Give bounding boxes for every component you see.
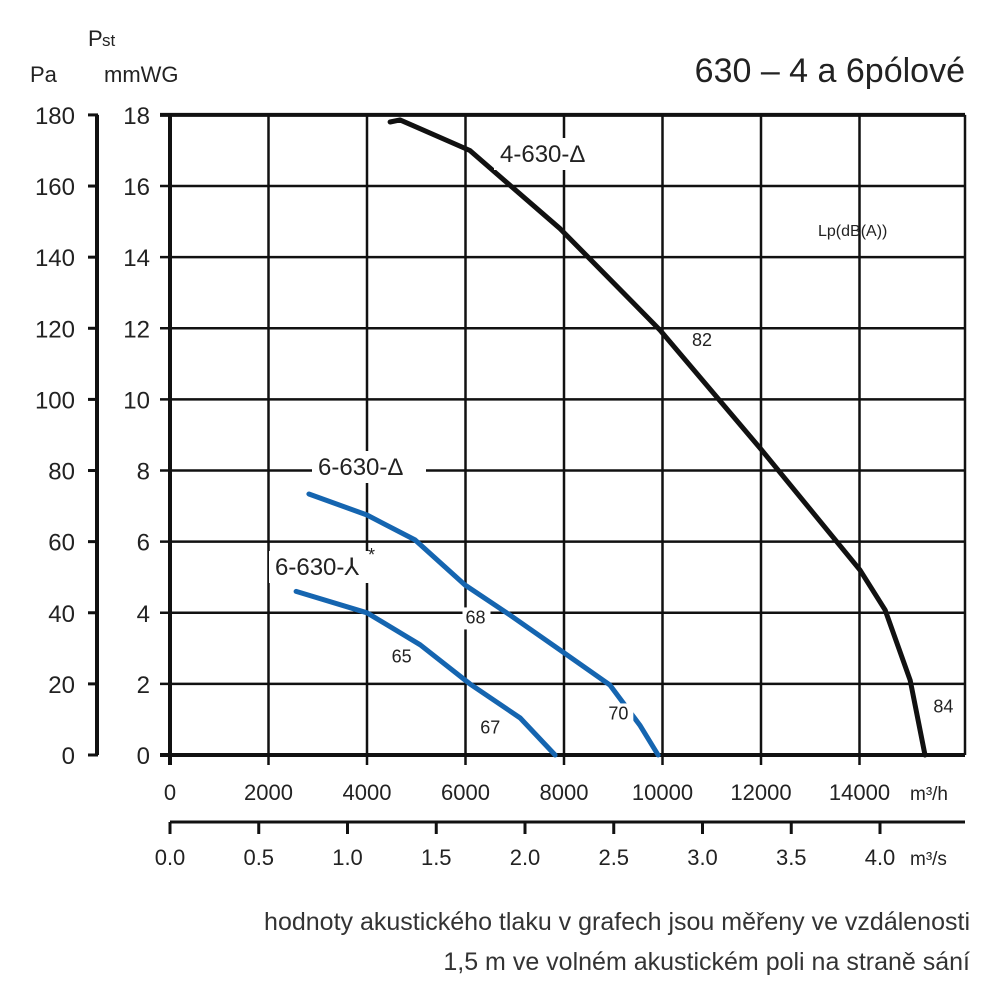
footnote-line-1: hodnoty akustického tlaku v grafech jsou… [264, 908, 970, 936]
series-line-2 [293, 588, 558, 758]
x-tick-m3s: 2.5 [598, 845, 629, 870]
y-tick-mmwg: 8 [137, 459, 150, 486]
footnote-line-2: 1,5 m ve volném akustickém poli na stran… [443, 948, 970, 976]
y-tick-pa: 140 [35, 245, 75, 272]
series-label-bg [312, 451, 426, 483]
y-tick-mmwg: 14 [123, 245, 150, 272]
y-tick-pa: 0 [62, 743, 75, 770]
x-tick-m3h: 0 [164, 780, 176, 805]
x-tick-m3s: 3.5 [776, 845, 807, 870]
y-label-pa: Pa [30, 62, 58, 87]
sound-level-annotation: 70 [608, 703, 628, 723]
y-tick-mmwg: 4 [137, 601, 150, 628]
x-tick-m3s: 0.5 [243, 845, 274, 870]
y-tick-pa: 40 [48, 601, 75, 628]
series-label: 6-630-Δ [318, 454, 403, 481]
series-line-0 [387, 117, 928, 758]
series-label: 4-630-Δ [500, 141, 585, 168]
y-tick-pa: 120 [35, 316, 75, 343]
y-label-unit: mmWG [104, 62, 179, 87]
x-tick-m3s: 1.5 [421, 845, 452, 870]
annotation-bg [462, 607, 491, 630]
y-label-sub: st [102, 31, 116, 50]
y-tick-mmwg: 16 [123, 174, 150, 201]
x-tick-m3s: 3.0 [687, 845, 718, 870]
sound-level-annotation: 68 [466, 607, 486, 627]
sound-level-annotation: 84 [933, 696, 953, 716]
annotation-bg [388, 646, 417, 669]
series-label-bg [494, 138, 608, 170]
annotation-bg [930, 696, 959, 719]
sound-level-annotation: 82 [692, 330, 712, 350]
annotation-bg [605, 703, 634, 726]
x-tick-m3h: 8000 [540, 780, 589, 805]
y-tick-pa: 20 [48, 672, 75, 699]
series-label-bg [269, 551, 383, 583]
lp-label: Lp(dB(A)) [818, 223, 887, 240]
y-tick-pa: 80 [48, 459, 75, 486]
x-tick-m3h: 4000 [343, 780, 392, 805]
chart-title: 630 – 4 a 6pólové [695, 52, 965, 90]
x-tick-m3h: 6000 [441, 780, 490, 805]
y-tick-mmwg: 12 [123, 316, 150, 343]
y-tick-mmwg: 0 [137, 743, 150, 770]
y-tick-pa: 60 [48, 530, 75, 557]
annotation-bg [477, 717, 506, 740]
x-tick-m3h: 12000 [730, 780, 791, 805]
series-label-star: * [368, 545, 375, 565]
y-tick-pa: 100 [35, 387, 75, 414]
x-tick-m3s: 4.0 [865, 845, 896, 870]
y-tick-mmwg: 10 [123, 387, 150, 414]
x-tick-m3s: 1.0 [332, 845, 363, 870]
x-tick-m3h: 2000 [244, 780, 293, 805]
y-tick-mmwg: 6 [137, 530, 150, 557]
y-tick-pa: 180 [35, 103, 75, 130]
y-tick-mmwg: 18 [123, 103, 150, 130]
x-tick-m3h: 10000 [632, 780, 693, 805]
x-tick-m3s: 0.0 [155, 845, 186, 870]
sound-level-annotation: 65 [392, 647, 412, 667]
y-tick-mmwg: 2 [137, 672, 150, 699]
y-tick-pa: 160 [35, 174, 75, 201]
x-tick-m3h: 14000 [829, 780, 890, 805]
x-tick-m3s: 2.0 [510, 845, 541, 870]
chart-svg: 0022044066088010100121201414016160181800… [30, 26, 967, 870]
sound-level-annotation: 67 [480, 718, 500, 738]
annotation-bg [689, 330, 718, 353]
x-label-m3s: m³/s [910, 849, 947, 870]
series-label: 6-630-⅄ [275, 554, 359, 581]
x-label-m3h: m³/h [910, 784, 948, 805]
y-label-p: P [88, 26, 103, 51]
